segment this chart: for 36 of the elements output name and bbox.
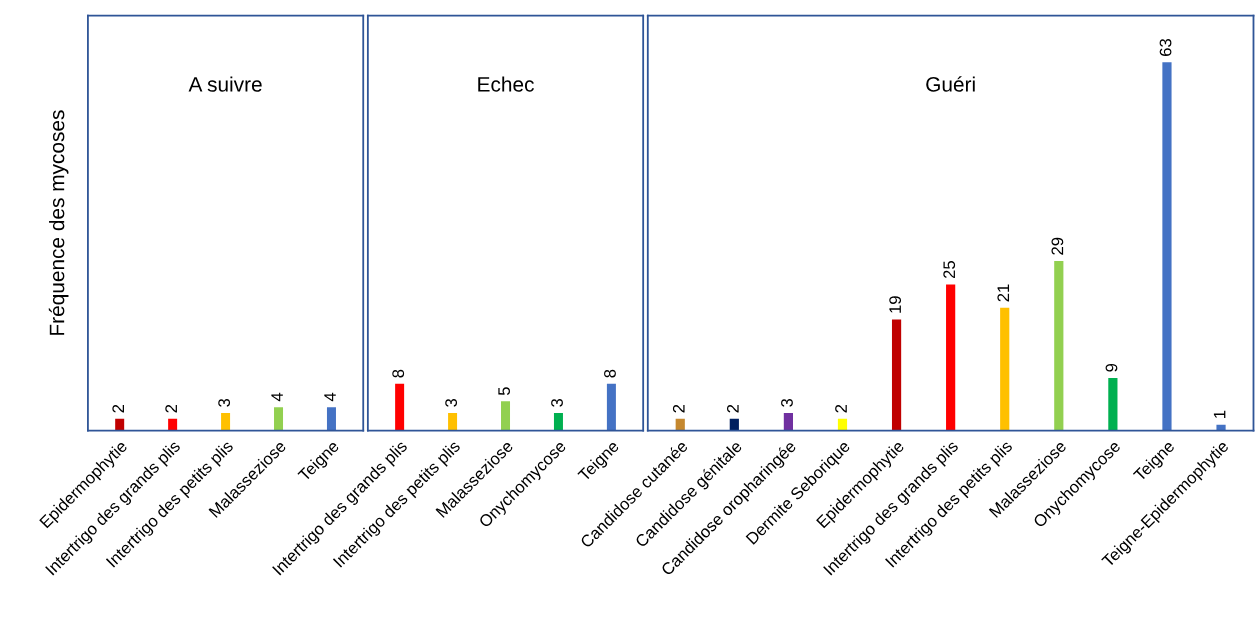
data-label: 3	[445, 398, 458, 407]
data-label: 5	[498, 387, 510, 396]
bar	[1108, 377, 1118, 431]
data-label: 21	[997, 284, 1010, 302]
data-label: 63	[1159, 38, 1172, 56]
text: Echec	[478, 76, 534, 92]
data-label: 8	[392, 369, 405, 378]
data-label: 2	[112, 404, 124, 413]
data-label: 3	[781, 398, 793, 407]
bar	[1162, 62, 1172, 431]
data-label: 3	[218, 398, 231, 407]
data-label: 29	[1051, 237, 1064, 255]
text: Guéri	[926, 76, 975, 92]
data-label: 8	[604, 369, 616, 378]
data-label: 2	[835, 404, 847, 413]
bar	[1216, 424, 1226, 431]
bar	[891, 319, 902, 431]
bar	[729, 418, 739, 431]
data-label: 4	[271, 392, 283, 402]
y-axis-title: Fréquence des mycoses	[48, 110, 69, 335]
bar	[1054, 261, 1064, 431]
data-label: 25	[943, 261, 956, 279]
data-label: 2	[672, 404, 685, 413]
bar	[837, 418, 848, 431]
data-label: 19	[889, 296, 902, 313]
data-label: 9	[1105, 363, 1118, 372]
bar	[946, 284, 956, 431]
data-label: 2	[165, 404, 177, 413]
bar	[1000, 307, 1010, 431]
bar	[783, 413, 793, 431]
data-label: 3	[551, 398, 563, 407]
data-label: 1	[1213, 410, 1226, 418]
data-label: 2	[727, 404, 739, 413]
bar	[675, 418, 685, 431]
data-label: 4	[324, 392, 336, 402]
text: A suivre	[188, 76, 262, 92]
